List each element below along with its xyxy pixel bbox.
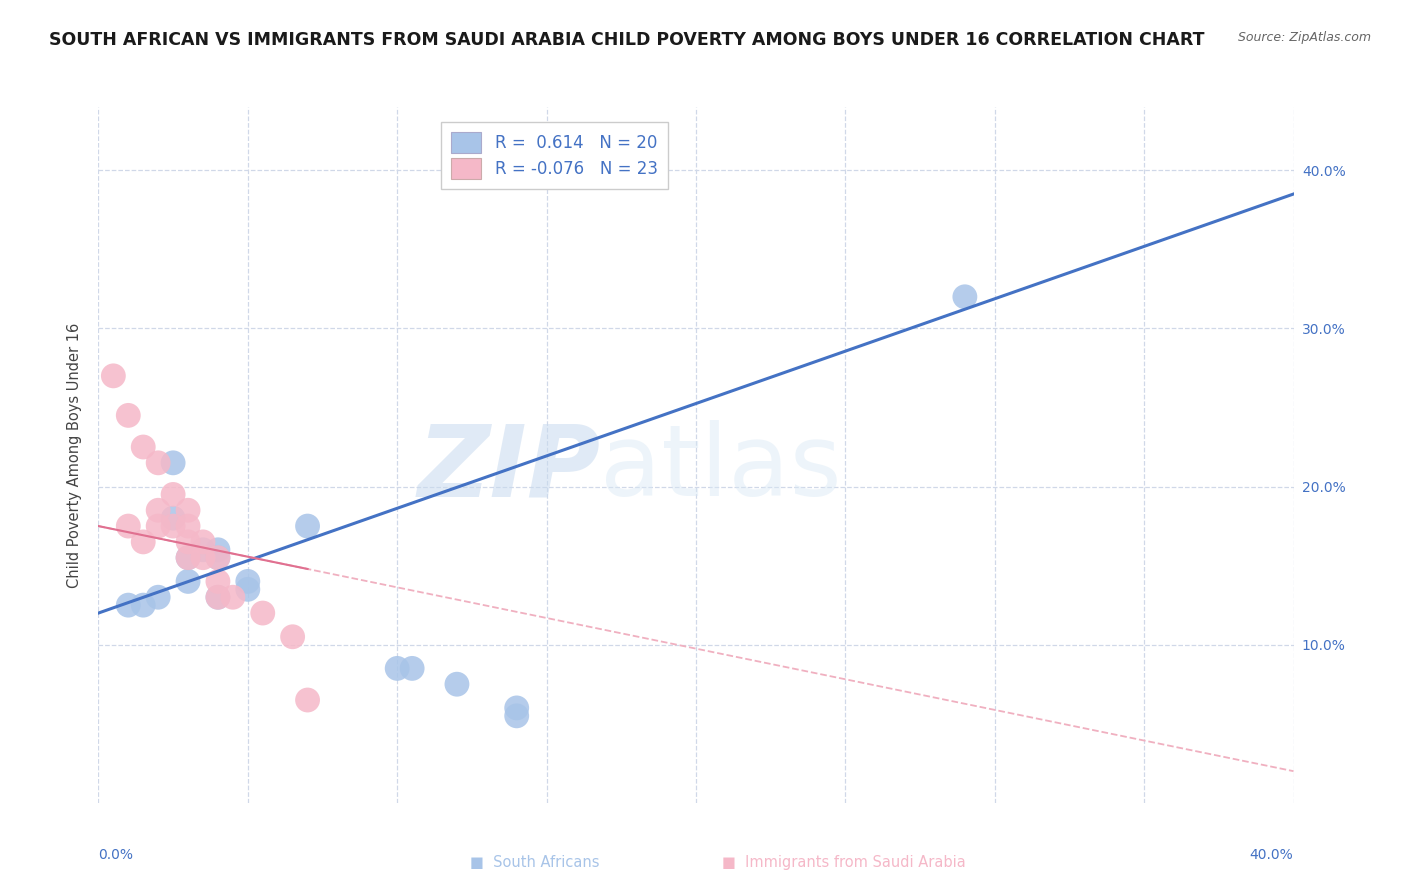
Text: Source: ZipAtlas.com: Source: ZipAtlas.com [1237, 31, 1371, 45]
Point [222, 591, 245, 605]
Point [236, 582, 259, 597]
Point [148, 456, 170, 470]
Point [177, 519, 200, 533]
Point [281, 630, 304, 644]
Point [117, 598, 139, 612]
Point [207, 550, 229, 565]
Point [148, 591, 170, 605]
Point [103, 368, 125, 383]
Point [506, 701, 529, 715]
Point [132, 440, 155, 454]
Point [207, 550, 229, 565]
Text: atlas: atlas [600, 420, 842, 517]
Point [191, 550, 214, 565]
Text: ZIP: ZIP [418, 420, 600, 517]
Point [177, 574, 200, 589]
Point [252, 606, 274, 620]
Point [177, 534, 200, 549]
Point [207, 591, 229, 605]
Text: ■  Immigrants from Saudi Arabia: ■ Immigrants from Saudi Arabia [721, 855, 966, 870]
Point [207, 574, 229, 589]
Point [117, 519, 139, 533]
Point [401, 661, 423, 675]
Legend: R =  0.614   N = 20, R = -0.076   N = 23: R = 0.614 N = 20, R = -0.076 N = 23 [441, 122, 668, 189]
Text: ■  South Africans: ■ South Africans [470, 855, 599, 870]
Point [148, 503, 170, 517]
Point [177, 550, 200, 565]
Point [177, 550, 200, 565]
Point [297, 693, 319, 707]
Text: 40.0%: 40.0% [1250, 848, 1294, 862]
Text: 0.0%: 0.0% [98, 848, 134, 862]
Point [177, 503, 200, 517]
Point [162, 487, 184, 501]
Point [236, 574, 259, 589]
Point [207, 542, 229, 557]
Point [953, 290, 976, 304]
Y-axis label: Child Poverty Among Boys Under 16: Child Poverty Among Boys Under 16 [67, 322, 83, 588]
Point [191, 534, 214, 549]
Point [297, 519, 319, 533]
Text: SOUTH AFRICAN VS IMMIGRANTS FROM SAUDI ARABIA CHILD POVERTY AMONG BOYS UNDER 16 : SOUTH AFRICAN VS IMMIGRANTS FROM SAUDI A… [49, 31, 1205, 49]
Point [162, 511, 184, 525]
Point [148, 519, 170, 533]
Point [506, 708, 529, 723]
Point [446, 677, 468, 691]
Point [385, 661, 409, 675]
Point [162, 456, 184, 470]
Point [207, 591, 229, 605]
Point [191, 542, 214, 557]
Point [132, 598, 155, 612]
Point [132, 534, 155, 549]
Point [117, 409, 139, 423]
Point [162, 519, 184, 533]
